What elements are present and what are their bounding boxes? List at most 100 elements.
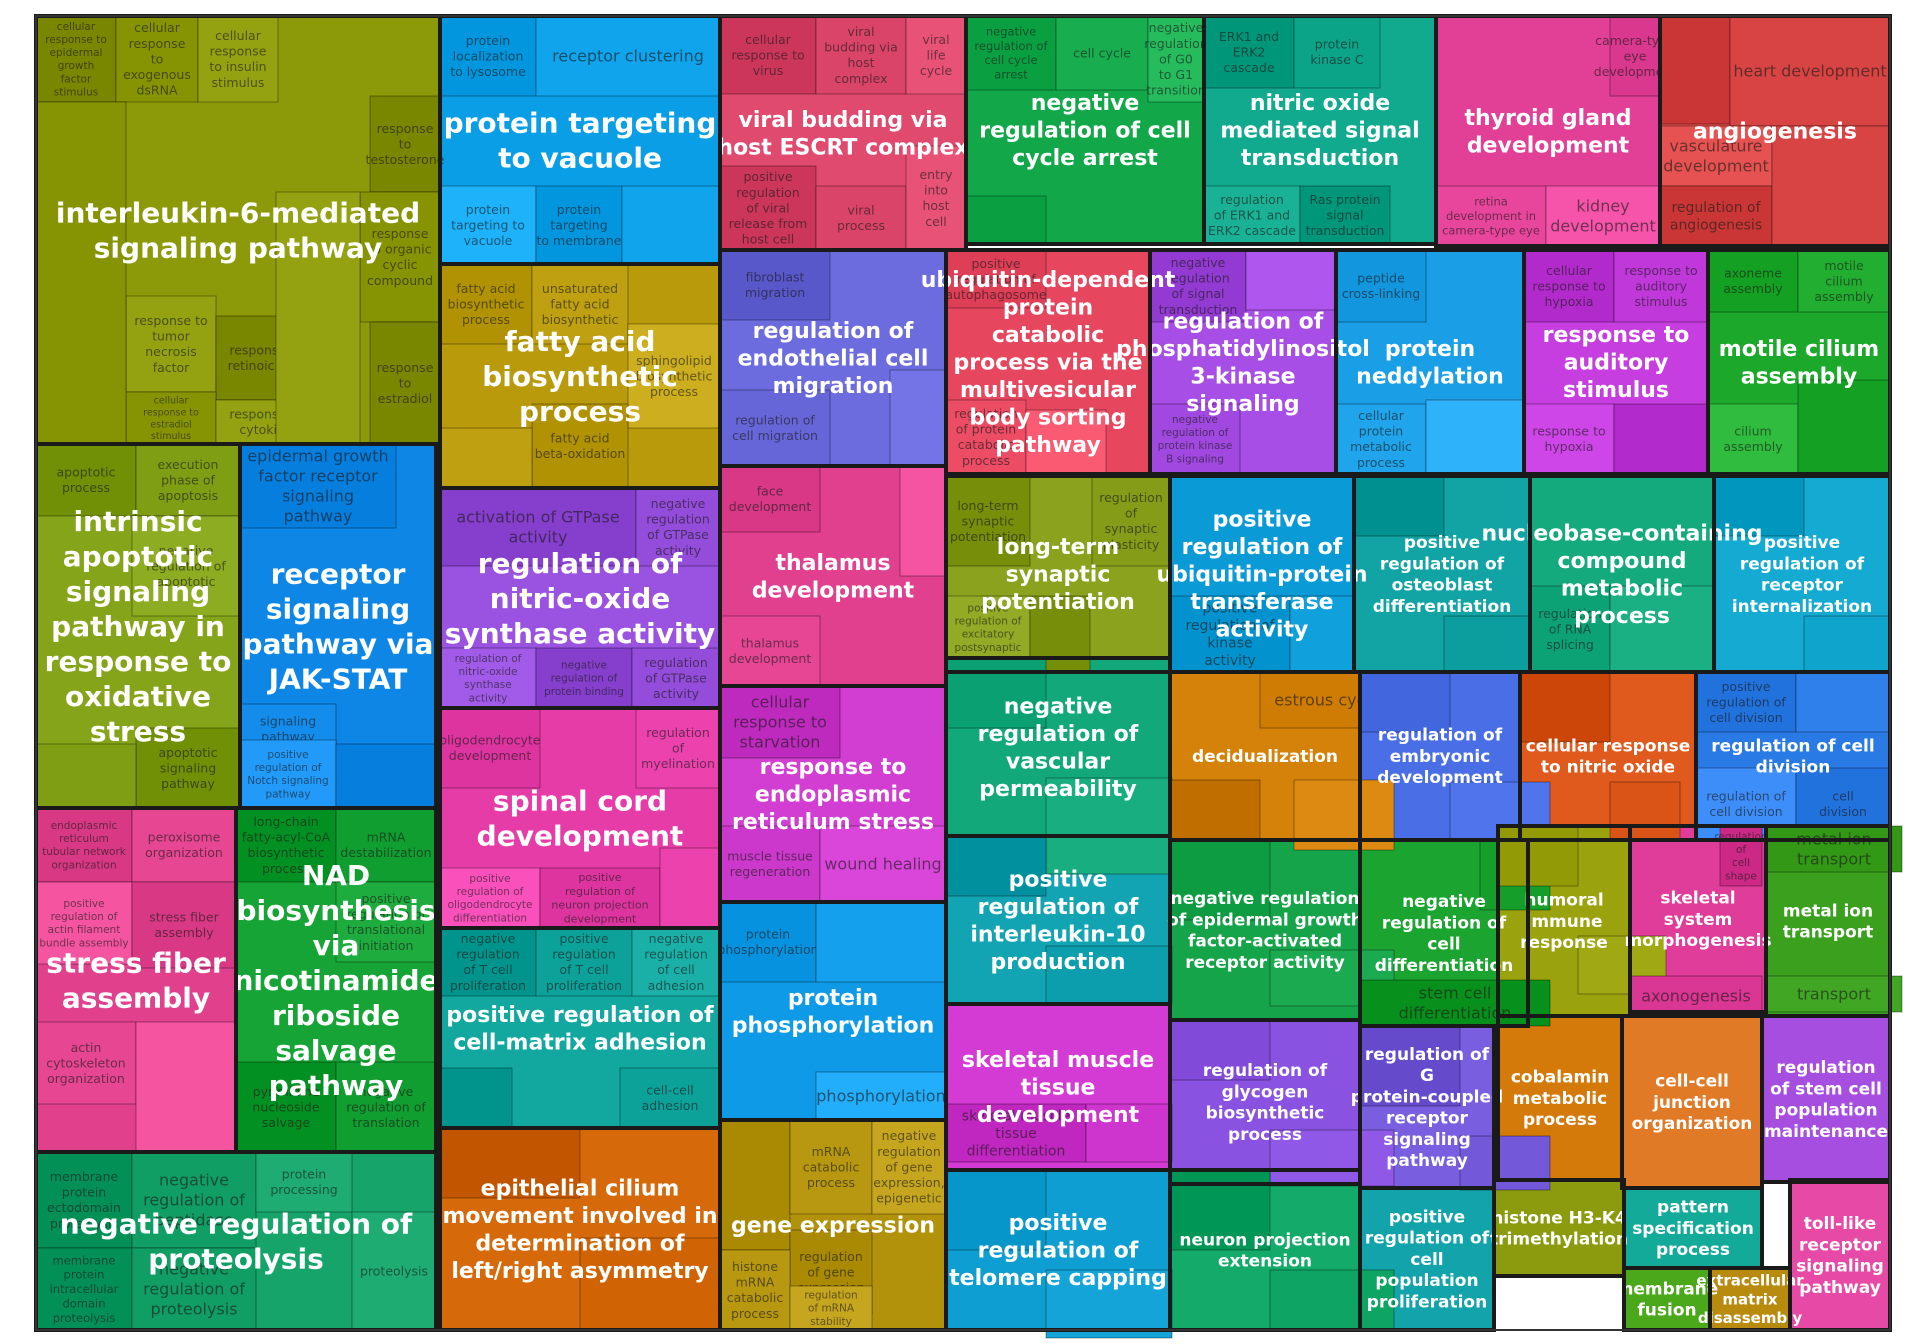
subterm-tile [1443, 615, 1531, 673]
subterm-tile [719, 685, 841, 759]
treemap-subterms: cellular response to epidermal growth factor… [35, 15, 1903, 1339]
subterm-label: execution phase of apoptosis [158, 457, 219, 503]
treemap-group-labels: interleukin-6-mediated signaling pathway p… [45, 91, 1888, 1327]
group-label: protein targeting to vacuole [444, 106, 717, 174]
subterm-label: viral life cycle [920, 32, 953, 78]
group-label: skeletal muscle tissue development [962, 1048, 1154, 1128]
subterm-label: cellular response to insulin stimulus [209, 28, 266, 90]
subterm-tile [439, 707, 541, 789]
subterm-tile [1335, 249, 1427, 323]
subterm-label: positive regulation of T cell proliferation [546, 931, 622, 993]
subterm-tile [335, 743, 437, 809]
subterm-tile [635, 487, 721, 567]
subterm-tile [439, 185, 537, 265]
subterm-label: viral budding via host complex [824, 24, 898, 86]
subterm-tile [439, 1067, 513, 1129]
subterm-tile [789, 1285, 873, 1331]
subterm-tile [1707, 403, 1799, 475]
subterm-label: estrous cycle [1274, 691, 1379, 710]
subterm-tile [439, 647, 537, 709]
group-label: cellular response to nitric oxide [1526, 736, 1691, 777]
subterm-label: cell division [1819, 789, 1867, 820]
subterm-tile [1795, 671, 1891, 733]
subterm-tile [1529, 585, 1611, 673]
subterm-tile [1497, 825, 1579, 887]
subterm-tile [815, 901, 947, 983]
subterm-label: endoplasmic reticulum tubular network organ… [42, 820, 127, 871]
subterm-label: proteolysis [360, 1263, 428, 1278]
subterm-label: apoptotic process [57, 465, 116, 496]
group-label: response to auditory stimulus [1543, 323, 1690, 403]
subterm-label: face development [729, 484, 812, 515]
group-label: motile cilium assembly [1719, 337, 1879, 390]
subterm-tile [719, 1119, 791, 1251]
subterm-label: cellular response to estradiol stimulus [143, 396, 199, 443]
subterm-label: motile cilium assembly [1814, 258, 1874, 304]
subterm-tile [1169, 595, 1291, 673]
group-label: membrane fusion [1616, 1279, 1719, 1320]
group-label: thyroid gland development [1465, 106, 1632, 159]
subterm-label: cilium assembly [1723, 424, 1783, 455]
subterm-tile [335, 1061, 437, 1153]
subterm-tile [1293, 15, 1381, 89]
group-label: histone H3-K4 trimethylation [1490, 1208, 1628, 1249]
group-label: interleukin-6-mediated signaling pathway [56, 196, 420, 264]
subterm-label: negative regulation of translation [346, 1084, 426, 1130]
subterm-label: receptor clustering [552, 47, 704, 66]
group-label: regulation of endothelial cell migration [738, 319, 929, 399]
group-label: ubiquitin-dependent protein catabolic proce… [921, 268, 1176, 458]
subterm-tile [35, 101, 127, 445]
subterm-tile [899, 465, 947, 577]
treemap-borders [34, 14, 1892, 1332]
subterm-tile [369, 321, 441, 445]
subterm-tile [1659, 125, 1773, 187]
subterm-label: wound healing [824, 855, 941, 874]
subterm-label: Ras protein signal transduction [1306, 192, 1385, 238]
subterm-label: unsaturated fatty acid biosynthetic [542, 281, 619, 327]
group-label: positive regulation of osteoblast different… [1373, 533, 1511, 617]
subterm-tile [439, 15, 537, 97]
subterm-label: response to hypoxia [1532, 424, 1605, 455]
subterm-tile [1425, 399, 1525, 475]
subterm-tile [719, 615, 821, 687]
subterm-label: positive regulation of kinase activity [1185, 601, 1275, 670]
subterm-label: regulation of RNA splicing [1538, 606, 1602, 652]
subterm-tile [1613, 403, 1709, 475]
subterm-label: protein targeting to membrane [537, 202, 622, 248]
subterm-label: regulation of cell migration [732, 413, 818, 444]
subterm-label: peroxisome organization [145, 830, 223, 861]
subterm-label: viral process [837, 203, 885, 234]
subterm-tile [627, 323, 721, 429]
group-label: protein neddylation [1356, 337, 1504, 390]
group-label: thalamus development [752, 551, 915, 604]
group-tile [1624, 1188, 1762, 1268]
group-label: positive regulation of receptor internaliza… [1732, 533, 1872, 617]
subterm-tile [35, 1247, 133, 1331]
subterm-label: cell cycle [1073, 45, 1131, 60]
subterm-label: response to organic cyclic compound [367, 226, 433, 288]
group-label: regulation of cell division [1711, 736, 1874, 777]
subterm-tile [945, 475, 1031, 567]
group-label: negative regulation of vascular permeabilit… [978, 694, 1139, 802]
group-label: positive regulation of cell population proli… [1365, 1207, 1490, 1312]
group-label: neuron projection extension [1179, 1230, 1350, 1271]
subterm-label: heart development [1733, 62, 1886, 81]
subterm-label: response to estradiol [377, 360, 434, 406]
subterm-label: protein processing [270, 1167, 337, 1198]
subterm-tile [1045, 945, 1173, 1005]
subterm-label: positive regulation of oligodendrocyte diff… [448, 873, 533, 924]
subterm-label: regulation of myelination [641, 725, 715, 771]
subterm-tile [635, 707, 721, 789]
group-label: negative regulation of proteolysis [60, 1207, 413, 1275]
subterm-tile [239, 443, 397, 529]
subterm-tile [905, 15, 967, 95]
subterm-tile [1055, 15, 1149, 91]
subterm-tile [719, 165, 817, 251]
group-tile [1624, 1268, 1710, 1330]
subterm-tile [965, 195, 1047, 245]
subterm-tile [579, 1237, 721, 1331]
group-label: stress fiber assembly [46, 946, 226, 1014]
subterm-tile [1299, 185, 1391, 245]
subterm-tile [1659, 15, 1731, 125]
subterm-label: axoneme assembly [1723, 266, 1783, 297]
